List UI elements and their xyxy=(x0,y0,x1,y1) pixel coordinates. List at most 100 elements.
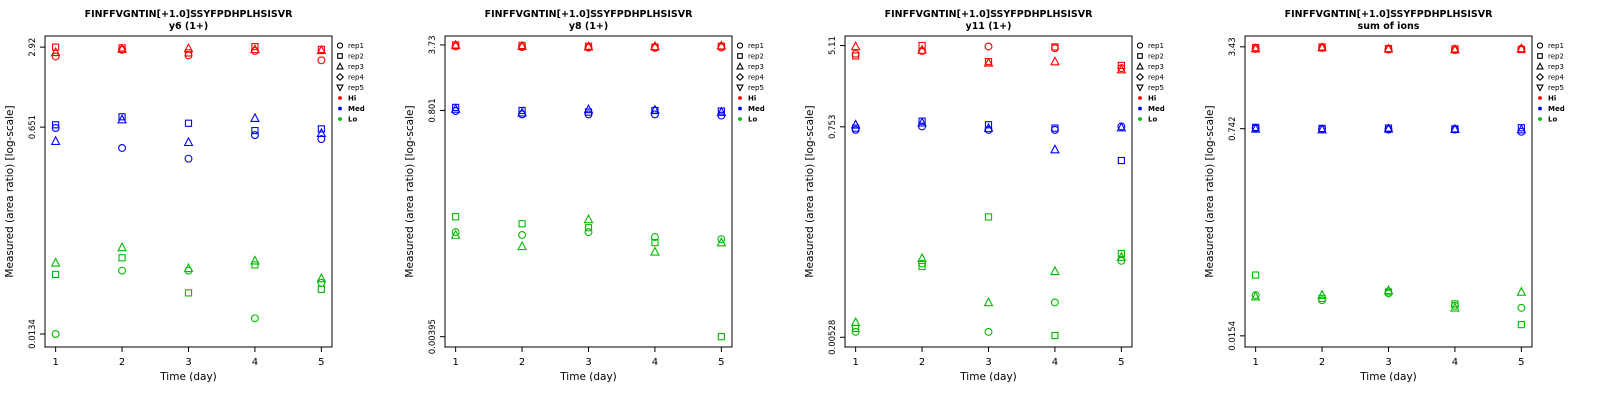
y-axis-label: Measured (area ratio) [log-scale] xyxy=(4,105,16,277)
legend-item-rep4: rep4 xyxy=(735,72,764,82)
plot-subtitle: sum of ions xyxy=(1358,21,1420,32)
plot-title: FINFFVGNTIN[+1.0]SSYFPDHPLHSISVR xyxy=(885,9,1093,20)
x-tick-label: 2 xyxy=(119,357,125,368)
data-point xyxy=(1537,53,1543,59)
data-point xyxy=(517,40,527,50)
legend-label: rep5 xyxy=(348,84,364,92)
data-point xyxy=(316,272,327,283)
plot-border xyxy=(1244,35,1533,348)
data-point xyxy=(717,235,726,244)
legend-label: rep1 xyxy=(348,42,364,50)
data-point xyxy=(1317,124,1327,134)
data-point xyxy=(1051,331,1059,340)
legend-label: Lo xyxy=(748,116,757,124)
legend-item-rep2: rep2 xyxy=(1137,53,1164,61)
data-point xyxy=(118,113,126,121)
legend-label: Med xyxy=(1548,105,1565,113)
data-point xyxy=(251,261,259,269)
data-point xyxy=(118,266,127,275)
data-point xyxy=(651,238,659,247)
plot-title: FINFFVGNTIN[+1.0]SSYFPDHPLHSISVR xyxy=(1285,9,1493,20)
plot-border xyxy=(844,35,1133,348)
data-point xyxy=(851,49,860,58)
data-point xyxy=(1136,84,1144,92)
data-point xyxy=(1051,43,1059,51)
legend-item-Hi: Hi xyxy=(1138,95,1156,103)
legend-dot xyxy=(1538,117,1542,121)
legend-item-Hi: Hi xyxy=(1538,95,1556,103)
data-point xyxy=(983,122,994,132)
legend-label: rep1 xyxy=(1148,42,1164,50)
legend-item-Med: Med xyxy=(738,105,765,113)
x-tick-label: 5 xyxy=(318,357,324,368)
chart-sum-of-ions: FINFFVGNTIN[+1.0]SSYFPDHPLHSISVR sum of i… xyxy=(1200,0,1600,400)
legend-dot xyxy=(1138,106,1142,111)
legend-label: rep2 xyxy=(1148,53,1164,61)
data-point xyxy=(1536,62,1544,70)
data-point xyxy=(316,127,327,138)
x-tick-label: 3 xyxy=(985,357,991,368)
legend-label: rep3 xyxy=(748,63,764,71)
data-point xyxy=(650,110,659,119)
data-point xyxy=(451,228,460,237)
data-point xyxy=(51,52,60,61)
y-tick-label: 0.801 xyxy=(428,98,438,122)
data-point xyxy=(1051,124,1059,132)
data-point xyxy=(1516,124,1527,134)
data-point xyxy=(584,228,593,237)
data-point xyxy=(583,213,594,224)
data-point xyxy=(337,53,343,59)
data-point xyxy=(1050,265,1060,276)
data-point xyxy=(850,119,861,129)
legend-item-rep4: rep4 xyxy=(335,72,364,82)
chart-y11: FINFFVGNTIN[+1.0]SSYFPDHPLHSISVR y11 (1+)… xyxy=(800,0,1200,400)
data-point xyxy=(1383,43,1394,53)
legend-item-rep3: rep3 xyxy=(336,62,364,71)
legend-dot xyxy=(338,96,342,100)
x-tick-label: 2 xyxy=(1319,357,1325,368)
data-point xyxy=(52,270,60,279)
legend-item-rep2: rep2 xyxy=(337,53,364,61)
data-point xyxy=(317,56,326,65)
data-point xyxy=(850,40,861,51)
x-axis-label: Time (day) xyxy=(559,371,617,383)
data-point xyxy=(50,135,61,145)
x-axis-label: Time (day) xyxy=(159,371,217,383)
legend-dot xyxy=(338,117,342,121)
x-tick-label: 4 xyxy=(652,357,658,368)
chart-y6: FINFFVGNTIN[+1.0]SSYFPDHPLHSISVR y6 (1+) 1… xyxy=(0,0,400,400)
legend-item-Lo: Lo xyxy=(338,116,357,124)
legend-label: Med xyxy=(1148,105,1165,113)
data-point xyxy=(850,316,861,327)
data-point xyxy=(1136,42,1144,49)
data-point xyxy=(650,246,660,256)
data-point xyxy=(117,241,127,252)
data-point xyxy=(1117,249,1125,258)
legend-label: rep4 xyxy=(1548,74,1564,82)
data-point xyxy=(583,103,594,114)
data-point xyxy=(183,42,194,53)
data-point xyxy=(716,106,727,116)
data-point xyxy=(1116,122,1127,132)
data-point xyxy=(984,213,993,221)
data-point xyxy=(983,296,994,307)
data-point xyxy=(1250,291,1261,301)
legend-item-rep4: rep4 xyxy=(1535,72,1564,82)
data-point xyxy=(1116,251,1127,261)
data-point xyxy=(336,62,344,70)
data-point xyxy=(1317,289,1327,299)
legend-item-rep5: rep5 xyxy=(1136,84,1164,92)
legend-label: Hi xyxy=(348,95,356,103)
legend-item-rep1: rep1 xyxy=(736,42,764,50)
legend-label: Med xyxy=(348,105,365,113)
legend-item-rep1: rep1 xyxy=(1536,42,1564,50)
data-point xyxy=(1252,271,1260,279)
data-point xyxy=(250,255,260,265)
plot-title: FINFFVGNTIN[+1.0]SSYFPDHPLHSISVR xyxy=(485,9,693,20)
x-tick-label: 3 xyxy=(1385,357,1391,368)
x-tick-label: 5 xyxy=(1118,357,1124,368)
y-tick-label: 0.0134 xyxy=(28,319,38,349)
data-point xyxy=(716,237,727,247)
